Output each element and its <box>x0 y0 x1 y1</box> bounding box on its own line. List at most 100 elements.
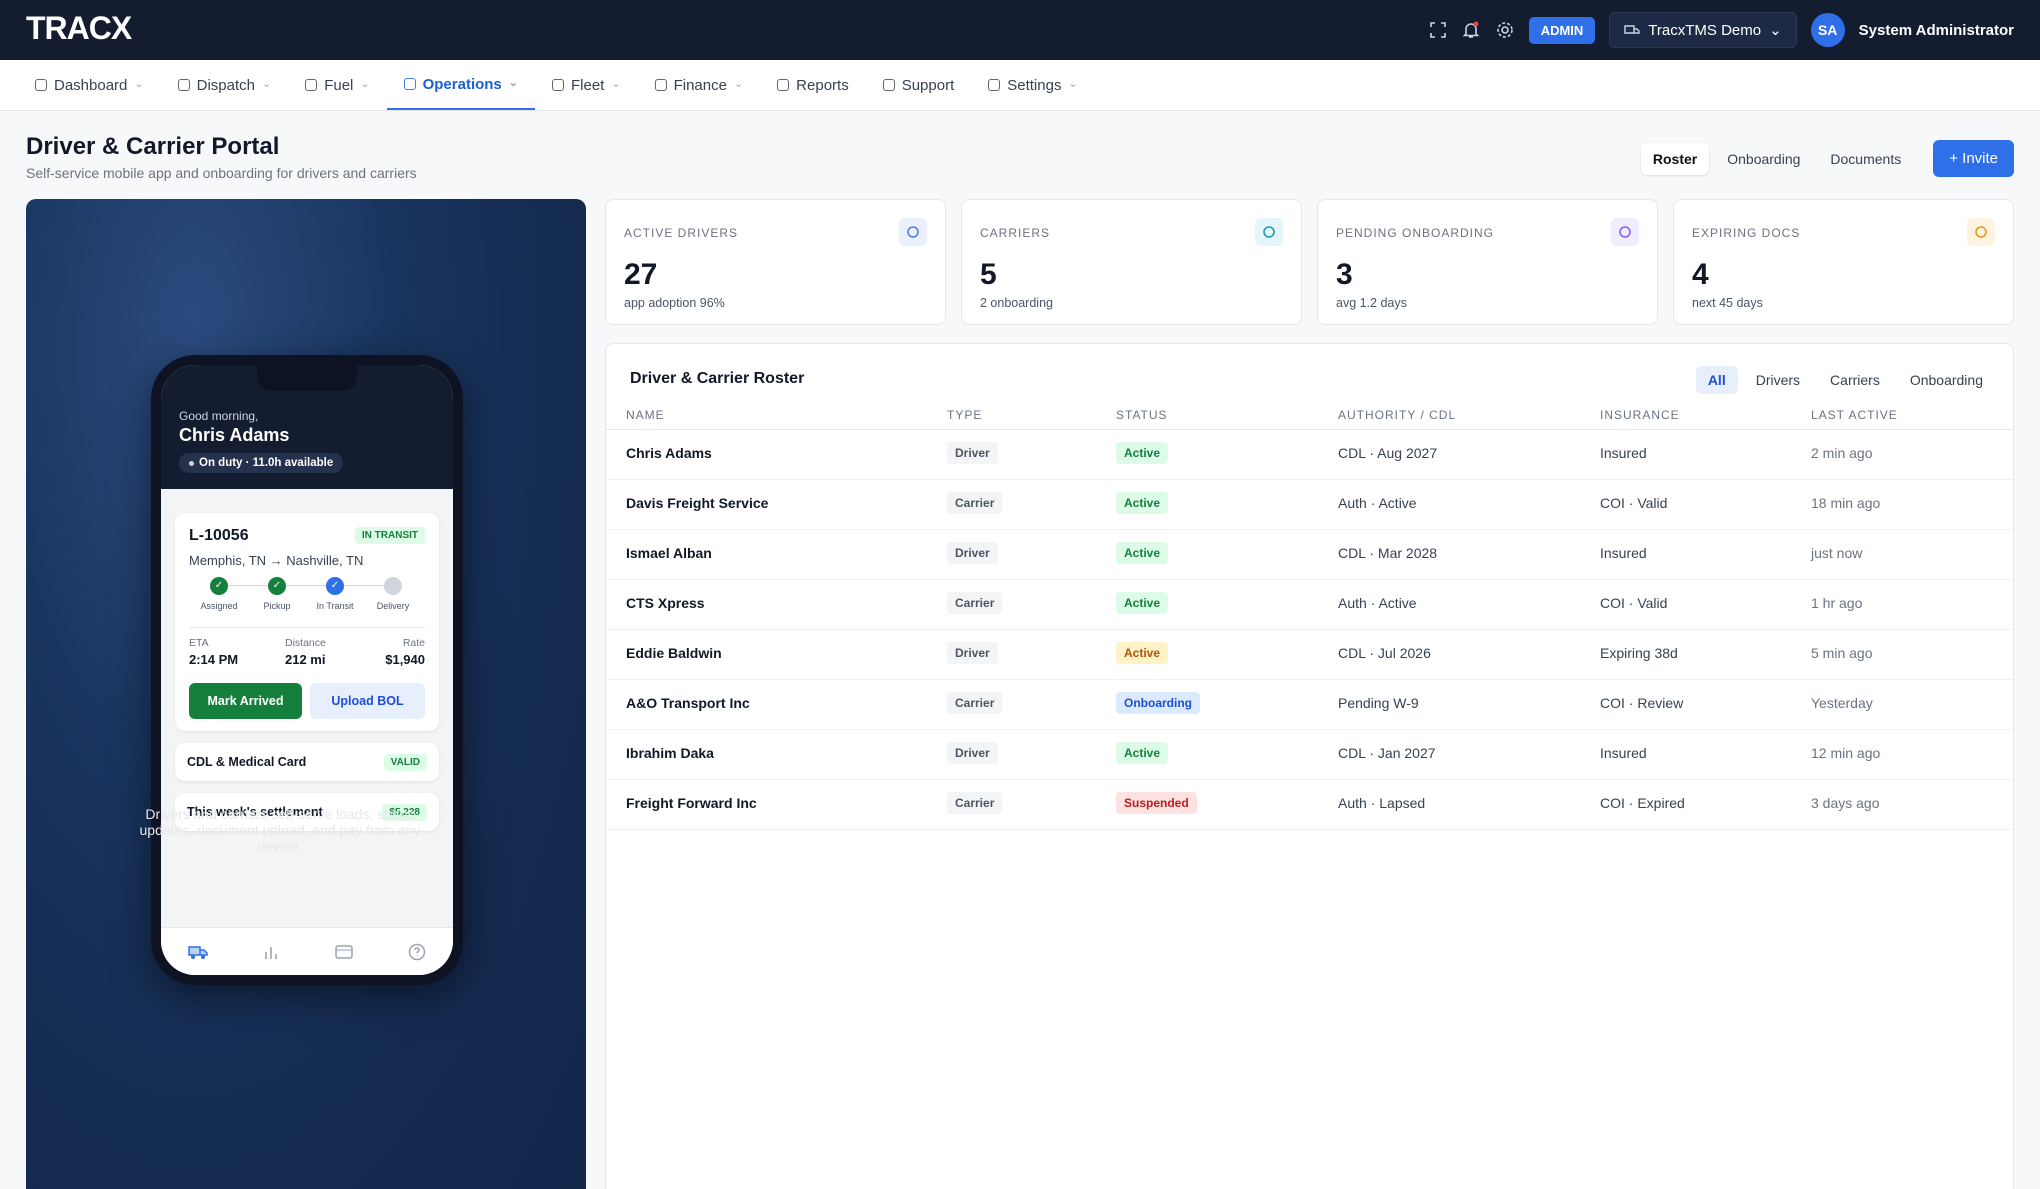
phone-panel: Good morning, Chris Adams On duty · 11.0… <box>26 199 586 1189</box>
nav-icon <box>988 79 1001 91</box>
company-switch[interactable]: TracxTMS Demo ⌄ <box>1609 12 1797 48</box>
chevron: ⌄ <box>733 77 744 90</box>
nav-label: Fleet <box>571 76 605 94</box>
doc-badge: $5,228 <box>382 803 427 821</box>
stats-tab[interactable] <box>261 944 281 960</box>
column-header: TYPE <box>947 408 983 422</box>
cell: Auth · Active <box>1338 495 1417 511</box>
roster-filter[interactable]: Drivers <box>1755 372 1801 388</box>
settings-icon[interactable] <box>1495 20 1515 40</box>
top-bar: TRACX ADMIN TracxTMS Demo ⌄ SA System Adm… <box>0 0 2040 60</box>
status-tag: Active <box>1116 592 1169 614</box>
cell: COI · Expired <box>1600 795 1685 811</box>
kpi-note: next 45 days <box>1692 296 1763 310</box>
avatar[interactable]: SA <box>1810 13 1845 47</box>
load-card: L-10056 IN TRANSIT Memphis, TN → Nashvil… <box>175 513 439 731</box>
step-dot: ✓ <box>268 577 286 595</box>
notch <box>257 365 357 391</box>
phone-doc-card: CDL & Medical Card VALID <box>175 743 439 781</box>
user-name[interactable]: System Administrator <box>1858 21 2014 39</box>
chevron: ⌄ <box>611 77 621 90</box>
type-tag: Driver <box>947 442 998 464</box>
cell: 3 days ago <box>1811 795 1880 811</box>
mark-arrived-button[interactable]: Mark Arrived <box>189 683 302 719</box>
table-row[interactable]: CTS Xpress Carrier Active Auth · Active COI … <box>606 580 2013 630</box>
pay-tab[interactable] <box>334 944 354 960</box>
kpi-card: PENDING ONBOARDING 3 avg 1.2 days <box>1317 199 1658 325</box>
fact: Distance 212 mi <box>285 637 326 667</box>
nav-item[interactable]: Support <box>866 60 972 110</box>
nav-icon <box>777 79 790 91</box>
nav-item[interactable]: Fuel ⌄ <box>288 60 386 110</box>
load-status: IN TRANSIT <box>354 527 425 544</box>
fact-value: 212 mi <box>285 652 326 667</box>
table-row[interactable]: A&O Transport Inc Carrier Onboarding Pendin… <box>606 680 2013 730</box>
table-row[interactable]: Chris Adams Driver Active CDL · Aug 2027 Ins… <box>606 430 2013 480</box>
logo[interactable]: TRACX <box>26 10 132 46</box>
step-label: Assigned <box>200 601 238 611</box>
view-tab[interactable]: Documents <box>1830 150 1902 167</box>
help-tab[interactable] <box>407 943 427 961</box>
cell: 18 min ago <box>1811 495 1881 511</box>
role-badge: ADMIN <box>1528 16 1596 44</box>
loads-tab[interactable] <box>187 944 208 960</box>
load-facts: ETA 2:14 PM Distance 212 mi Rate $1,940 <box>189 637 425 673</box>
nav-item[interactable]: Operations ⌄ <box>386 60 535 110</box>
bell-icon[interactable] <box>1461 20 1481 40</box>
duty-pill: On duty · 11.0h available <box>179 453 344 473</box>
dot <box>189 460 194 466</box>
step-line <box>335 585 393 586</box>
view-tab[interactable]: Roster <box>1640 142 1710 175</box>
fullscreen-icon[interactable] <box>1429 21 1447 39</box>
nav-item[interactable]: Settings ⌄ <box>971 60 1094 110</box>
upload-bol-button[interactable]: Upload BOL <box>310 683 425 719</box>
status-tag: Onboarding <box>1116 692 1200 714</box>
table-row[interactable]: Ismael Alban Driver Active CDL · Mar 2028 In… <box>606 530 2013 580</box>
step-label: Pickup <box>263 601 291 611</box>
table-row[interactable]: Freight Forward Inc Carrier Suspended Auth … <box>606 780 2013 830</box>
name-cell: CTS Xpress <box>626 595 705 611</box>
kpi-card: EXPIRING DOCS 4 next 45 days <box>1673 199 2014 325</box>
status-tag: Suspended <box>1116 792 1197 814</box>
view-tab[interactable]: Onboarding <box>1727 150 1801 167</box>
cell: 5 min ago <box>1811 645 1873 661</box>
kpi-note: avg 1.2 days <box>1336 296 1407 310</box>
status-tag: Active <box>1116 642 1169 664</box>
fact-label: Rate <box>402 637 425 649</box>
table-row[interactable]: Eddie Baldwin Driver Active CDL · Jul 2026 E… <box>606 630 2013 680</box>
nav-item[interactable]: Fleet ⌄ <box>535 60 638 110</box>
table-row[interactable]: Ibrahim Daka Driver Active CDL · Jan 2027 In… <box>606 730 2013 780</box>
phone-tabbar <box>161 927 453 975</box>
doc-label: CDL & Medical Card <box>187 755 307 769</box>
roster-filter[interactable]: All <box>1695 366 1738 394</box>
invite-button[interactable]: + Invite <box>1933 140 2014 177</box>
nav-icon <box>403 78 416 90</box>
kpi-card: ACTIVE DRIVERS 27 app adoption 96% <box>605 199 946 325</box>
status-tag: Active <box>1116 742 1169 764</box>
cell: CDL · Aug 2027 <box>1338 445 1438 461</box>
nav-item[interactable]: Reports <box>760 60 866 110</box>
cell: COI · Valid <box>1600 595 1668 611</box>
roster-filter[interactable]: Onboarding <box>1909 372 1983 388</box>
roster-filter[interactable]: Carriers <box>1830 372 1880 388</box>
kpi-value: 5 <box>980 258 997 291</box>
table-row[interactable]: Davis Freight Service Carrier Active Auth ·… <box>606 480 2013 530</box>
cell: Yesterday <box>1811 695 1873 711</box>
column-header: INSURANCE <box>1600 408 1680 422</box>
nav-item[interactable]: Dashboard ⌄ <box>18 60 161 110</box>
kpi-icon <box>1611 218 1639 246</box>
nav-label: Settings <box>1007 76 1062 94</box>
fact: Rate $1,940 <box>385 637 425 667</box>
nav-item[interactable]: Finance ⌄ <box>638 60 761 110</box>
duty-status: On duty · 11.0h available <box>199 457 334 469</box>
name-cell: Eddie Baldwin <box>626 645 722 661</box>
type-tag: Carrier <box>947 592 1003 614</box>
nav-label: Support <box>901 76 955 94</box>
chevron: ⌄ <box>1769 22 1782 39</box>
name-cell: Ismael Alban <box>626 545 712 561</box>
fact-label: ETA <box>189 637 209 649</box>
kpi-glyph <box>907 226 919 238</box>
progress: ✓ Assigned ✓ Pickup ✓ In Transit Delivery <box>175 577 439 617</box>
nav-item[interactable]: Dispatch ⌄ <box>161 60 289 110</box>
